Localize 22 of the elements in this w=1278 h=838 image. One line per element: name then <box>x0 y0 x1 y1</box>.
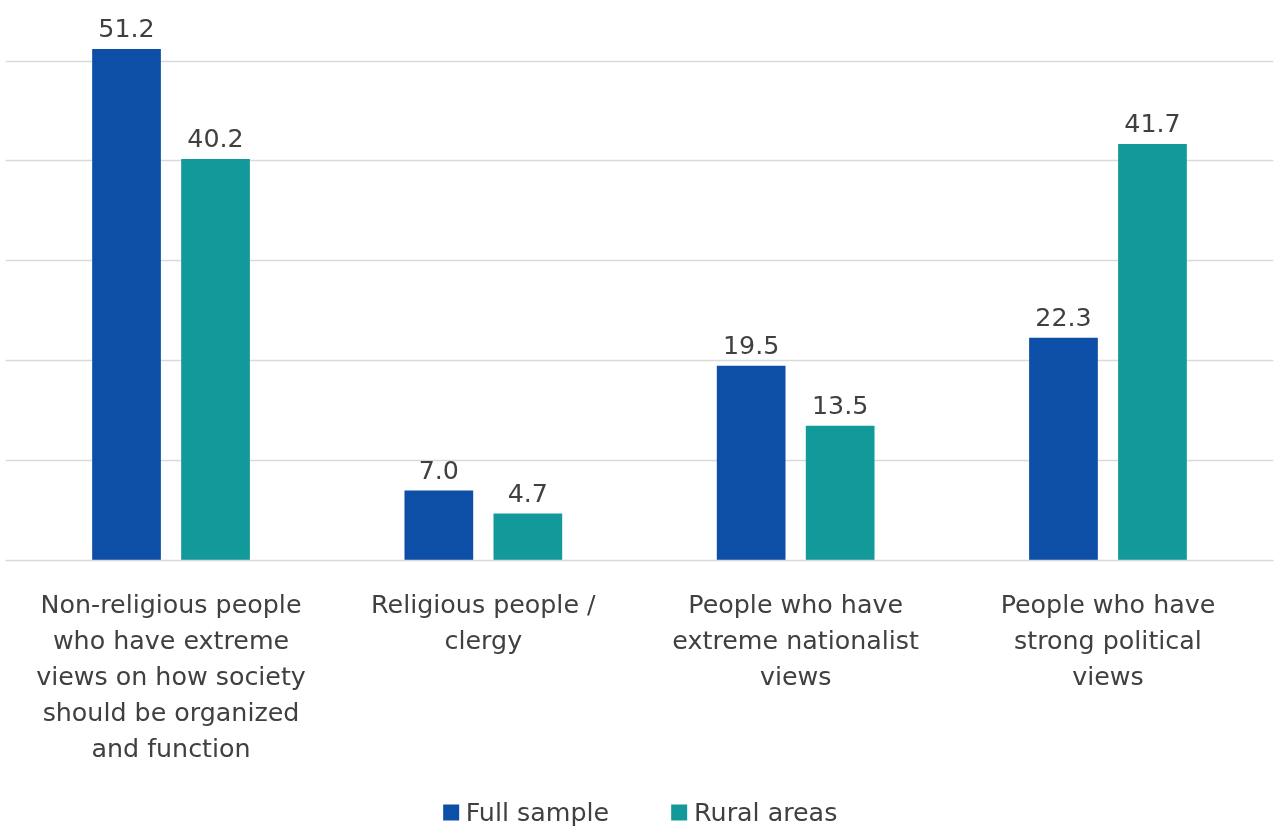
bar <box>493 513 563 561</box>
x-tick-label: Religious people / clergy <box>371 588 597 655</box>
bar <box>1118 143 1187 561</box>
legend-label: Rural areas <box>694 797 838 828</box>
data-label: 19.5 <box>722 329 780 360</box>
x-tick-label: People who have extreme nationalist views <box>672 588 920 691</box>
data-label: 41.7 <box>1124 107 1181 138</box>
legend-label: Full sample <box>465 797 610 828</box>
data-label: 22.3 <box>1035 301 1092 332</box>
x-tick-label: People who have strong political views <box>1000 588 1216 691</box>
bar <box>181 158 250 561</box>
data-label: 7.0 <box>418 454 459 485</box>
bar <box>1029 337 1098 561</box>
bar <box>805 425 875 561</box>
bar <box>716 365 786 561</box>
data-label: 51.2 <box>98 13 155 44</box>
data-label: 4.7 <box>507 477 548 508</box>
data-label: 13.5 <box>811 389 869 420</box>
data-label: 40.2 <box>187 122 244 153</box>
x-tick-label: Non-religious people who have extreme views on how society should be organized and function <box>36 588 306 763</box>
bar <box>404 490 474 561</box>
bar <box>92 49 161 561</box>
